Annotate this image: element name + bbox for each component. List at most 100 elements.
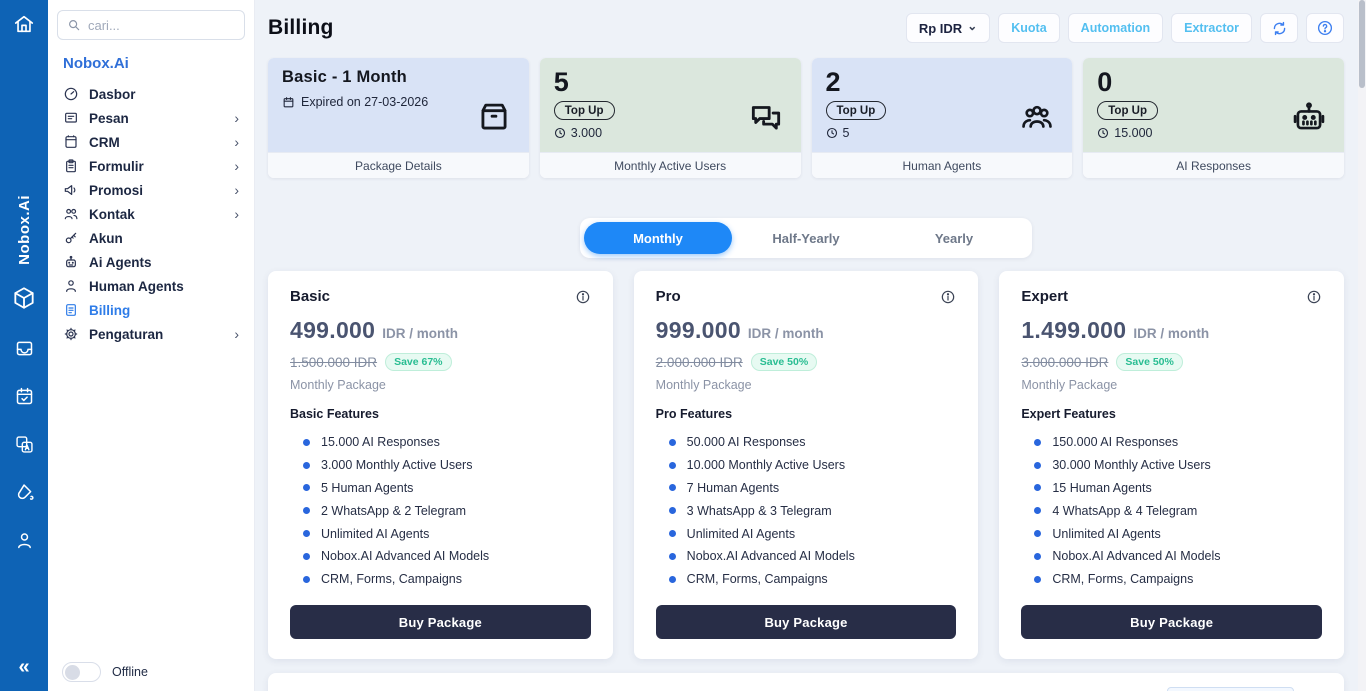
pricing-card-pro: Pro 999.000 IDR / month 2.000.000 IDR Sa…: [633, 271, 979, 660]
plan-price: 999.000: [655, 317, 741, 343]
chevron-right-icon: ›: [234, 134, 239, 150]
calendar-check-icon[interactable]: [14, 386, 35, 407]
quota-text: 3.000: [570, 126, 603, 141]
feature-item: Unlimited AI Agents: [1021, 522, 1322, 545]
feature-item: 5 Human Agents: [290, 477, 591, 500]
package-title: Basic - 1 Month: [282, 68, 407, 86]
expiry-text: Expired on 27-03-2026: [301, 95, 429, 109]
person-icon: [63, 278, 79, 294]
save-badge: Save 67%: [385, 353, 452, 371]
sidebar-item-billing[interactable]: Billing: [58, 298, 244, 322]
page-title: Billing: [268, 16, 334, 39]
clock-icon: [826, 127, 838, 139]
robot-head-icon: [1290, 98, 1328, 136]
tab-yearly[interactable]: Yearly: [934, 230, 974, 246]
plan-name: Basic: [290, 288, 331, 305]
features-title: Expert Features: [1021, 407, 1116, 421]
plan-price-suffix: IDR / month: [382, 326, 458, 341]
feature-item: 3.000 Monthly Active Users: [290, 454, 591, 477]
search-box[interactable]: [57, 10, 245, 40]
contacts-icon: [63, 206, 79, 222]
sidebar-item-formulir[interactable]: Formulir ›: [58, 154, 244, 178]
feature-item: 4 WhatsApp & 4 Telegram: [1021, 499, 1322, 522]
crm-icon: [63, 134, 79, 150]
feature-item: 10.000 Monthly Active Users: [656, 454, 957, 477]
plan-name: Pro: [655, 288, 681, 305]
user-icon[interactable]: [14, 530, 35, 551]
plan-name: Expert: [1021, 288, 1069, 305]
main-content: Billing Rp IDR ⌄ Kuota Automation Extrac…: [255, 0, 1366, 691]
chevron-right-icon: ›: [234, 206, 239, 222]
stat-value: 0: [1097, 67, 1113, 97]
buy-package-button[interactable]: Buy Package: [290, 605, 591, 640]
pricing-card-expert: Expert 1.499.000 IDR / month 3.000.000 I…: [999, 271, 1345, 660]
buy-package-button[interactable]: Buy Package: [1021, 605, 1323, 640]
info-icon[interactable]: [1306, 289, 1322, 305]
collapse-sidebar-icon[interactable]: «: [18, 656, 30, 678]
clock-icon: [1097, 127, 1109, 139]
sidebar-item-crm[interactable]: CRM ›: [58, 130, 244, 154]
quota-text: 5: [842, 126, 850, 141]
sidebar-item-label: Pengaturan: [89, 326, 164, 342]
sidebar-item-label: Ai Agents: [89, 254, 152, 270]
scrollbar-thumb[interactable]: [1359, 0, 1365, 88]
sidebar-menu: Dasbor Pesan › CRM ›: [48, 80, 254, 348]
clipboard-icon: [63, 158, 79, 174]
sidebar-item-human-agents[interactable]: Human Agents: [58, 274, 244, 298]
sidebar-item-label: Dasbor: [89, 86, 136, 102]
kuota-button[interactable]: Kuota: [998, 13, 1060, 43]
package-period-label: Monthly Package: [655, 378, 752, 392]
sidebar-item-dasbor[interactable]: Dasbor: [58, 82, 244, 106]
calendar-icon: [282, 96, 295, 109]
tab-monthly[interactable]: Monthly: [584, 222, 732, 254]
feature-item: 7 Human Agents: [656, 477, 957, 500]
topup-button[interactable]: Top Up: [825, 101, 887, 121]
card-footer-label: Human Agents: [811, 152, 1073, 178]
refresh-button[interactable]: [1260, 13, 1298, 43]
sidebar-item-label: Pesan: [89, 110, 129, 126]
info-icon[interactable]: [940, 289, 956, 305]
stat-value: 2: [825, 67, 841, 97]
inbox-icon[interactable]: [14, 338, 35, 359]
automation-button[interactable]: Automation: [1067, 13, 1164, 43]
clock-icon: [554, 127, 566, 139]
sidebar-item-pengaturan[interactable]: Pengaturan ›: [58, 322, 244, 346]
sidebar-item-label: Billing: [89, 302, 131, 318]
search-icon: [67, 18, 81, 32]
scrollbar[interactable]: [1358, 0, 1366, 691]
help-button[interactable]: [1306, 13, 1344, 43]
plan-price-suffix: IDR / month: [1133, 326, 1210, 341]
sidebar-item-label: Kontak: [89, 206, 135, 222]
sidebar-item-pesan[interactable]: Pesan ›: [58, 106, 244, 130]
topup-button[interactable]: Top Up: [553, 101, 615, 121]
tab-half-yearly[interactable]: Half-Yearly: [772, 230, 840, 246]
feature-item: 15.000 AI Responses: [290, 431, 591, 454]
offline-toggle[interactable]: [62, 662, 101, 682]
topup-button[interactable]: Top Up: [1097, 101, 1158, 121]
translate-icon[interactable]: [14, 434, 35, 455]
all-transactions-button[interactable]: All Transactions: [1167, 687, 1294, 691]
megaphone-icon: [63, 182, 79, 198]
sidebar-item-promosi[interactable]: Promosi ›: [58, 178, 244, 202]
sidebar: Nobox.Ai Dasbor Pesan ›: [48, 0, 255, 691]
buy-package-button[interactable]: Buy Package: [655, 605, 957, 640]
plan-price-suffix: IDR / month: [747, 326, 824, 341]
info-icon[interactable]: [575, 289, 591, 305]
sidebar-item-label: Formulir: [89, 158, 144, 174]
robot-icon: [63, 254, 79, 270]
paint-bucket-icon[interactable]: [14, 482, 35, 503]
currency-dropdown[interactable]: Rp IDR ⌄: [905, 13, 991, 43]
package-logo-icon[interactable]: [11, 285, 37, 311]
feature-item: Nobox.AI Advanced AI Models: [656, 545, 957, 568]
feature-item: Nobox.AI Advanced AI Models: [1021, 545, 1322, 568]
sidebar-item-kontak[interactable]: Kontak ›: [58, 202, 244, 226]
search-input[interactable]: [88, 17, 235, 33]
feature-item: 30.000 Monthly Active Users: [1021, 454, 1322, 477]
vertical-brand: Nobox.Ai: [15, 195, 33, 265]
chevron-right-icon: ›: [234, 158, 239, 174]
extractor-button[interactable]: Extractor: [1171, 13, 1252, 43]
home-icon[interactable]: [13, 13, 35, 35]
icon-rail: Nobox.Ai: [0, 0, 48, 691]
sidebar-item-ai-agents[interactable]: Ai Agents: [58, 250, 244, 274]
sidebar-item-akun[interactable]: Akun: [58, 226, 244, 250]
